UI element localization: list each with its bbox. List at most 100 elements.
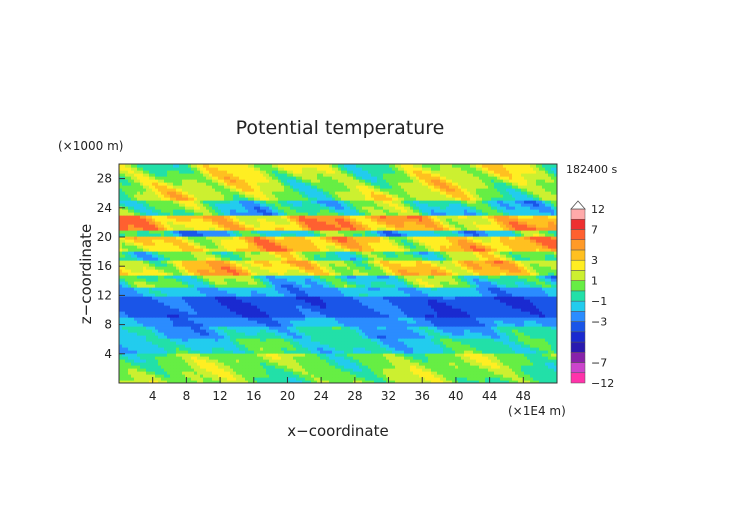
heatmap-cell	[206, 362, 210, 366]
heatmap-cell	[491, 380, 495, 383]
heatmap-cell	[449, 329, 453, 333]
heatmap-cell	[230, 380, 234, 383]
heatmap-cell	[218, 320, 222, 324]
heatmap-cell	[368, 314, 372, 318]
heatmap-cell	[245, 302, 249, 306]
heatmap-cell	[377, 347, 381, 351]
heatmap-cell	[161, 377, 165, 381]
heatmap-cell	[317, 371, 321, 375]
heatmap-cell	[527, 347, 531, 351]
heatmap-cell	[536, 368, 540, 372]
heatmap-cell	[164, 320, 168, 324]
heatmap-cell	[134, 299, 138, 303]
heatmap-cell	[206, 293, 210, 297]
heatmap-cell	[410, 377, 414, 381]
heatmap-cell	[500, 347, 504, 351]
heatmap-cell	[455, 365, 459, 369]
heatmap-cell	[332, 311, 336, 315]
heatmap-cell	[350, 332, 354, 336]
heatmap-cell	[410, 281, 414, 285]
heatmap-cell	[305, 299, 309, 303]
heatmap-cell	[455, 371, 459, 375]
heatmap-cell	[293, 302, 297, 306]
heatmap-cell	[161, 302, 165, 306]
heatmap-cell	[266, 356, 270, 360]
heatmap-cell	[434, 365, 438, 369]
heatmap-cell	[350, 302, 354, 306]
heatmap-cell	[281, 329, 285, 333]
heatmap-cell	[383, 284, 387, 288]
heatmap-cell	[398, 299, 402, 303]
heatmap-cell	[392, 347, 396, 351]
heatmap-cell	[299, 347, 303, 351]
heatmap-cell	[383, 344, 387, 348]
heatmap-cell	[143, 347, 147, 351]
heatmap-cell	[455, 368, 459, 372]
heatmap-cell	[527, 308, 531, 312]
heatmap-cell	[545, 371, 549, 375]
heatmap-cell	[245, 341, 249, 345]
heatmap-cell	[434, 338, 438, 342]
heatmap-cell	[161, 368, 165, 372]
heatmap-cell	[353, 374, 357, 378]
heatmap-cell	[494, 338, 498, 342]
heatmap-cell	[539, 314, 543, 318]
heatmap-cell	[269, 344, 273, 348]
heatmap-cell	[260, 299, 264, 303]
heatmap-cell	[218, 311, 222, 315]
heatmap-cell	[521, 284, 525, 288]
heatmap-cell	[521, 341, 525, 345]
heatmap-cell	[320, 314, 324, 318]
heatmap-cell	[245, 299, 249, 303]
heatmap-cell	[296, 362, 300, 366]
heatmap-row	[119, 329, 557, 333]
heatmap-cell	[290, 338, 294, 342]
heatmap-cell	[455, 308, 459, 312]
heatmap-cell	[164, 344, 168, 348]
heatmap-cell	[365, 341, 369, 345]
heatmap-cell	[548, 308, 552, 312]
heatmap-cell	[329, 317, 333, 321]
heatmap-cell	[425, 356, 429, 360]
heatmap-cell	[506, 311, 510, 315]
heatmap-cell	[533, 365, 537, 369]
heatmap-cell	[392, 368, 396, 372]
heatmap-cell	[416, 284, 420, 288]
heatmap-cell	[134, 365, 138, 369]
heatmap-cell	[236, 368, 240, 372]
heatmap-cell	[377, 341, 381, 345]
heatmap-cell	[317, 356, 321, 360]
heatmap-cell	[347, 374, 351, 378]
heatmap-cell	[200, 344, 204, 348]
heatmap-cell	[278, 362, 282, 366]
heatmap-cell	[218, 299, 222, 303]
heatmap-cell	[329, 299, 333, 303]
heatmap-cell	[242, 305, 246, 309]
heatmap-cell	[356, 290, 360, 294]
heatmap-cell	[482, 356, 486, 360]
heatmap-cell	[461, 344, 465, 348]
heatmap-cell	[257, 329, 261, 333]
heatmap-cell	[125, 305, 129, 309]
heatmap-cell	[134, 344, 138, 348]
heatmap-cell	[479, 326, 483, 330]
heatmap-cell	[395, 287, 399, 291]
heatmap-cell	[236, 350, 240, 354]
heatmap-row	[119, 374, 557, 378]
heatmap-cell	[422, 359, 426, 363]
heatmap-cell	[416, 323, 420, 327]
heatmap-cell	[452, 362, 456, 366]
heatmap-cell	[389, 314, 393, 318]
heatmap-cell	[539, 326, 543, 330]
heatmap-cell	[503, 350, 507, 354]
heatmap-cell	[488, 371, 492, 375]
heatmap-cell	[323, 353, 327, 357]
heatmap-cell	[404, 317, 408, 321]
heatmap-cell	[380, 284, 384, 288]
heatmap-cell	[155, 380, 159, 383]
heatmap-cell	[188, 341, 192, 345]
heatmap-cell	[437, 332, 441, 336]
heatmap-cell	[437, 377, 441, 381]
heatmap-cell	[530, 290, 534, 294]
heatmap-cell	[452, 350, 456, 354]
